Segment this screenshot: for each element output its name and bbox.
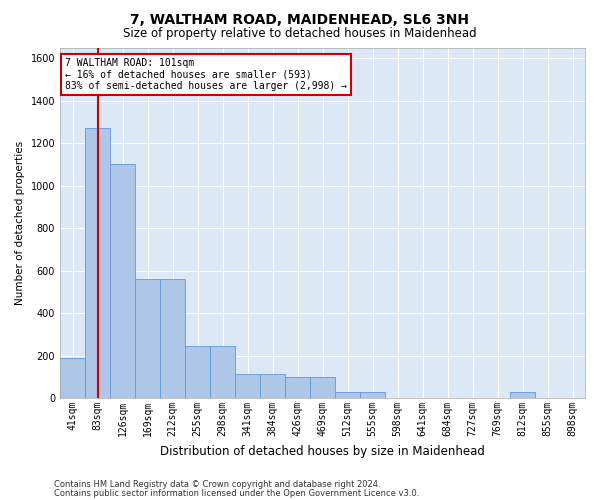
Text: Size of property relative to detached houses in Maidenhead: Size of property relative to detached ho… — [123, 28, 477, 40]
Bar — [135, 279, 160, 398]
Text: 7 WALTHAM ROAD: 101sqm
← 16% of detached houses are smaller (593)
83% of semi-de: 7 WALTHAM ROAD: 101sqm ← 16% of detached… — [65, 58, 347, 91]
Bar — [335, 392, 360, 398]
X-axis label: Distribution of detached houses by size in Maidenhead: Distribution of detached houses by size … — [160, 444, 485, 458]
Bar — [235, 374, 260, 398]
Bar — [110, 164, 135, 398]
Text: 7, WALTHAM ROAD, MAIDENHEAD, SL6 3NH: 7, WALTHAM ROAD, MAIDENHEAD, SL6 3NH — [131, 12, 470, 26]
Bar — [210, 346, 235, 398]
Bar — [360, 392, 385, 398]
Text: Contains HM Land Registry data © Crown copyright and database right 2024.: Contains HM Land Registry data © Crown c… — [54, 480, 380, 489]
Bar — [160, 279, 185, 398]
Text: Contains public sector information licensed under the Open Government Licence v3: Contains public sector information licen… — [54, 489, 419, 498]
Bar — [310, 377, 335, 398]
Bar — [60, 358, 85, 398]
Bar — [285, 377, 310, 398]
Bar — [510, 392, 535, 398]
Bar — [185, 346, 210, 398]
Bar — [85, 128, 110, 398]
Bar — [260, 374, 285, 398]
Y-axis label: Number of detached properties: Number of detached properties — [15, 141, 25, 305]
